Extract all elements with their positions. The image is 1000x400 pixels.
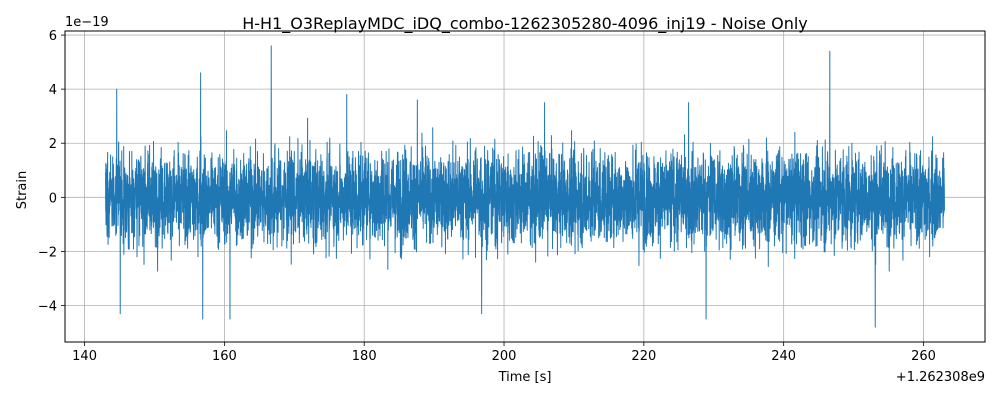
x-axis-label: Time [s] (498, 370, 552, 385)
y-axis-label: Strain (15, 171, 30, 210)
x-tick-label: 140 (72, 349, 97, 364)
x-tick-label: 180 (352, 349, 377, 364)
y-tick-label: 0 (49, 191, 57, 206)
x-offset-label: +1.262308e9 (896, 370, 985, 385)
y-tick-label: 4 (49, 83, 57, 98)
x-tick-label: 240 (771, 349, 796, 364)
y-scale-label: 1e−19 (65, 15, 109, 30)
plot-area: 140 160 180 200 220 240 260 −4 −2 0 2 4 6 (38, 29, 986, 364)
x-tick-label: 260 (911, 349, 936, 364)
x-tick-label: 220 (631, 349, 656, 364)
series-layer (105, 45, 945, 328)
x-tick-label: 200 (492, 349, 517, 364)
strain-series-line (105, 45, 945, 328)
y-tick-label: −2 (38, 245, 57, 260)
tick-layer: 140 160 180 200 220 240 260 −4 −2 0 2 4 6 (38, 29, 936, 364)
chart-title: H-H1_O3ReplayMDC_iDQ_combo-1262305280-40… (242, 14, 808, 34)
y-tick-label: 2 (49, 137, 57, 152)
x-tick-label: 160 (212, 349, 237, 364)
y-tick-label: −4 (38, 299, 57, 314)
y-tick-label: 6 (49, 29, 57, 44)
plot-frame (64, 30, 986, 343)
